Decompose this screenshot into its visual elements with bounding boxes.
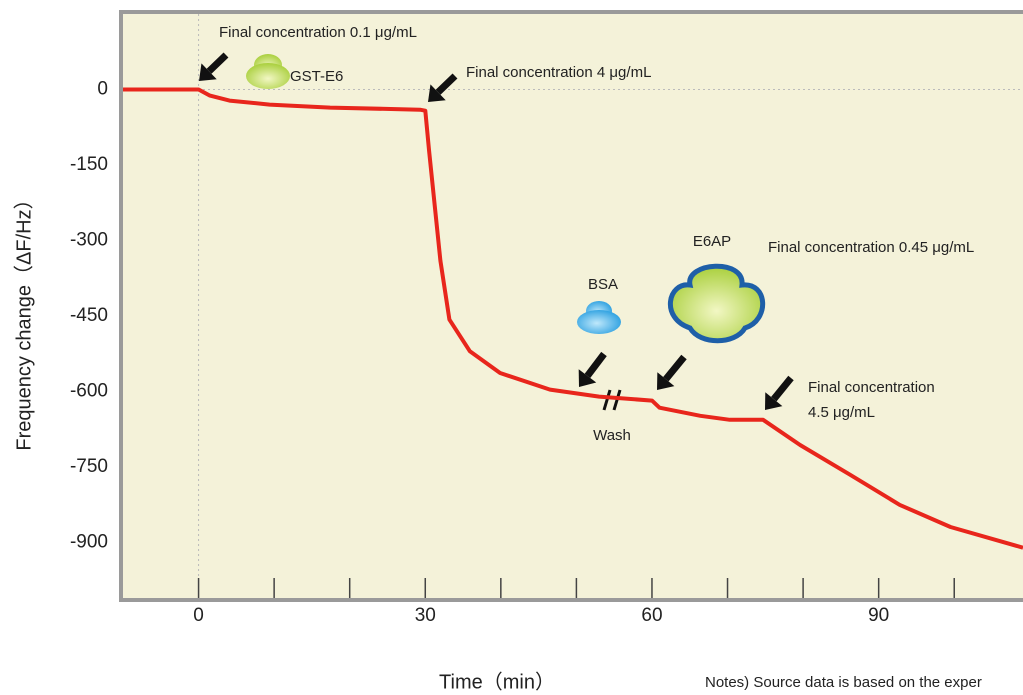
y-tick-label: -900	[70, 532, 108, 553]
note: Notes) Source data is based on the exper	[705, 674, 982, 691]
annotation: 4.5 μg/mL	[808, 404, 875, 421]
chart: 0 -150 -300 -450 -600 -750 -900 0 30 60 90 Time（min…	[0, 0, 1023, 695]
y-tick-label: -450	[70, 305, 108, 326]
x-tick-label: 60	[641, 605, 662, 626]
annotation: Final concentration 0.1 μg/mL	[219, 24, 417, 41]
x-tick-label: 0	[193, 605, 204, 626]
plot-area	[121, 12, 1023, 600]
y-tick-label: -300	[70, 230, 108, 251]
annotation: Wash	[593, 427, 631, 444]
x-tick-label: 90	[868, 605, 889, 626]
y-axis-title: Frequency change（ΔF/Hz）	[12, 189, 35, 450]
page: 0 -150 -300 -450 -600 -750 -900 0 30 60 90 Time（min…	[0, 0, 1023, 695]
x-tick-label: 30	[415, 605, 436, 626]
y-tick-label: 0	[97, 79, 108, 100]
annotation: BSA	[588, 276, 618, 293]
annotation: Final concentration 0.45 μg/mL	[768, 239, 974, 256]
y-tick-label: -150	[70, 154, 108, 175]
annotation: GST-E6	[290, 68, 343, 85]
annotation: Final concentration	[808, 379, 935, 396]
y-tick-label: -750	[70, 456, 108, 477]
annotation: Final concentration 4 μg/mL	[466, 64, 651, 81]
x-axis-title: Time（min）	[439, 670, 555, 693]
annotation: E6AP	[693, 233, 731, 250]
y-tick-label: -600	[70, 381, 108, 402]
